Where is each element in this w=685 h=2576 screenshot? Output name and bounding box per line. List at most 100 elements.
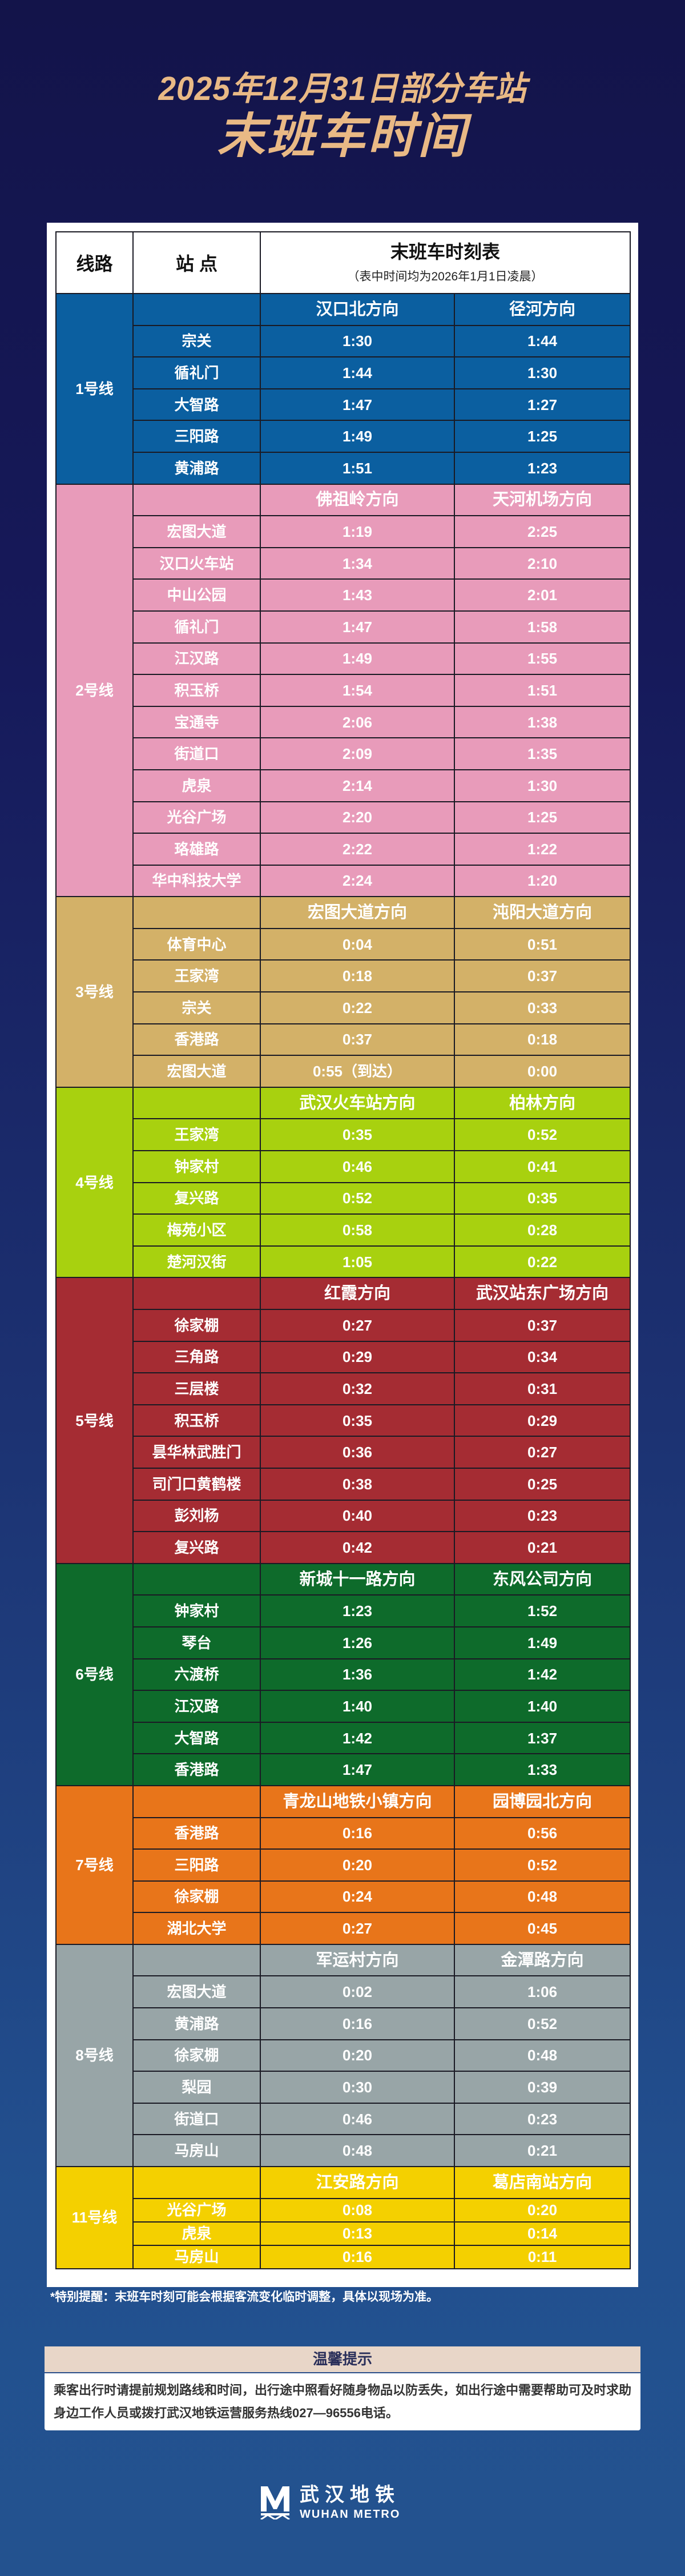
station-row: 湖北大学 0:27 0:45 [56, 1912, 631, 1945]
station-name: 虎泉 [132, 2221, 261, 2246]
direction-header: 宏图大道方向 [260, 896, 455, 929]
logo-cn-text: 武汉地铁 [300, 2484, 400, 2506]
last-train-time: 0:33 [453, 991, 631, 1024]
station-name: 湖北大学 [132, 1912, 261, 1945]
last-train-time: 0:48 [260, 2134, 455, 2168]
direction-header: 红霞方向 [260, 1277, 455, 1310]
station-row: 徐家棚 0:20 0:48 [56, 2039, 631, 2072]
last-train-time: 1:06 [453, 1975, 631, 2009]
last-train-time: 1:40 [453, 1690, 631, 1723]
last-train-time: 1:47 [260, 1753, 455, 1786]
station-row: 昙华林武胜门 0:36 0:27 [56, 1436, 631, 1469]
last-train-time: 0:20 [260, 1848, 455, 1882]
last-train-time: 1:30 [453, 769, 631, 802]
station-row: 汉口火车站 1:34 2:10 [56, 546, 631, 580]
station-row: 香港路 0:37 0:18 [56, 1023, 631, 1056]
last-train-time: 0:58 [260, 1213, 455, 1247]
last-train-time: 2:09 [260, 737, 455, 770]
station-name: 体育中心 [132, 927, 261, 961]
station-row: 街道口 0:46 0:23 [56, 2102, 631, 2136]
tips-title: 温馨提示 [45, 2346, 640, 2373]
station-row: 三层楼 0:32 0:31 [56, 1372, 631, 1405]
line-direction-row: 1号线 汉口北方向 径河方向 [55, 293, 631, 485]
station-header-blank [132, 1785, 261, 1818]
station-name: 香港路 [132, 1023, 261, 1056]
last-train-time: 0:52 [260, 1181, 455, 1215]
station-row: 循礼门 1:47 1:58 [56, 610, 631, 644]
last-train-time: 0:24 [260, 1880, 455, 1914]
last-train-time: 0:37 [453, 959, 631, 993]
last-train-time: 0:52 [453, 1118, 631, 1152]
station-header-blank [132, 483, 261, 517]
last-train-time: 1:44 [260, 356, 455, 389]
station-row: 宝通寺 2:06 1:38 [56, 705, 631, 739]
direction-header: 天河机场方向 [453, 483, 631, 517]
last-train-time: 1:55 [453, 642, 631, 676]
last-train-time: 1:19 [260, 515, 455, 548]
station-header-blank [132, 2166, 261, 2199]
station-name: 宏图大道 [132, 1975, 261, 2009]
station-row: 王家湾 0:35 0:52 [56, 1118, 631, 1152]
station-row: 宏图大道 0:55（到达） 0:00 [56, 1055, 631, 1088]
station-name: 宏图大道 [132, 515, 261, 548]
last-train-time: 0:46 [260, 2102, 455, 2136]
station-name: 宗关 [132, 991, 261, 1024]
last-train-time: 0:21 [453, 1531, 631, 1564]
station-row: 大智路 1:42 1:37 [56, 1721, 631, 1755]
station-row: 虎泉 0:13 0:14 [56, 2221, 631, 2246]
last-train-time: 0:18 [260, 959, 455, 993]
last-train-time: 0:25 [453, 1467, 631, 1501]
last-train-time: 0:41 [453, 1150, 631, 1183]
station-row: 虎泉 2:14 1:30 [56, 769, 631, 802]
last-train-time: 0:56 [453, 1817, 631, 1850]
station-row: 黄浦路 1:51 1:23 [56, 451, 631, 485]
last-train-time: 0:37 [453, 1309, 631, 1342]
station-row: 彭刘杨 0:40 0:23 [56, 1499, 631, 1533]
line-direction-row: 4号线 武汉火车站方向 柏林方向 [55, 1086, 631, 1279]
station-name: 六渡桥 [132, 1658, 261, 1691]
station-name: 珞雄路 [132, 833, 261, 866]
last-train-time: 0:14 [453, 2221, 631, 2246]
last-train-time: 1:35 [453, 737, 631, 770]
station-row: 司门口黄鹤楼 0:38 0:25 [56, 1467, 631, 1501]
station-row: 宗关 1:30 1:44 [56, 324, 631, 358]
line-label: 3号线 [55, 896, 134, 1088]
station-name: 梅苑小区 [132, 1213, 261, 1247]
station-row: 三阳路 0:20 0:52 [56, 1848, 631, 1882]
last-train-time: 0:28 [453, 1213, 631, 1247]
line-direction-row: 2号线 佛祖岭方向 天河机场方向 [55, 483, 631, 898]
last-train-time: 1:49 [453, 1626, 631, 1659]
station-name: 王家湾 [132, 959, 261, 993]
station-name: 积玉桥 [132, 674, 261, 707]
page-subtitle: 末班车时间 [216, 109, 468, 163]
station-name: 复兴路 [132, 1531, 261, 1564]
line-label: 6号线 [55, 1562, 134, 1786]
last-train-time: 0:16 [260, 2007, 455, 2040]
direction-header: 汉口北方向 [260, 293, 455, 326]
station-name: 三阳路 [132, 420, 261, 453]
last-train-time: 0:23 [453, 2102, 631, 2136]
station-row: 琴台 1:26 1:49 [56, 1626, 631, 1659]
station-name: 宏图大道 [132, 1055, 261, 1088]
station-row: 钟家村 0:46 0:41 [56, 1150, 631, 1183]
last-train-time: 0:35 [260, 1118, 455, 1152]
last-train-time: 0:16 [260, 2244, 455, 2269]
last-train-time: 2:01 [453, 578, 631, 612]
last-train-time: 1:23 [453, 451, 631, 485]
last-train-time: 1:33 [453, 1753, 631, 1786]
last-train-time: 0:38 [260, 1467, 455, 1501]
last-train-time: 0:46 [260, 1150, 455, 1183]
station-row: 马房山 0:16 0:11 [56, 2244, 631, 2269]
last-train-time: 0:48 [453, 1880, 631, 1914]
last-train-time: 0:51 [453, 927, 631, 961]
station-row: 徐家棚 0:27 0:37 [56, 1309, 631, 1342]
station-header-blank [132, 1943, 261, 1977]
line-label: 7号线 [55, 1785, 134, 1945]
direction-header: 佛祖岭方向 [260, 483, 455, 517]
last-train-time: 0:23 [453, 1499, 631, 1533]
station-name: 马房山 [132, 2134, 261, 2168]
last-train-time: 1:38 [453, 705, 631, 739]
station-row: 体育中心 0:04 0:51 [56, 927, 631, 961]
station-name: 马房山 [132, 2244, 261, 2269]
station-name: 昙华林武胜门 [132, 1436, 261, 1469]
